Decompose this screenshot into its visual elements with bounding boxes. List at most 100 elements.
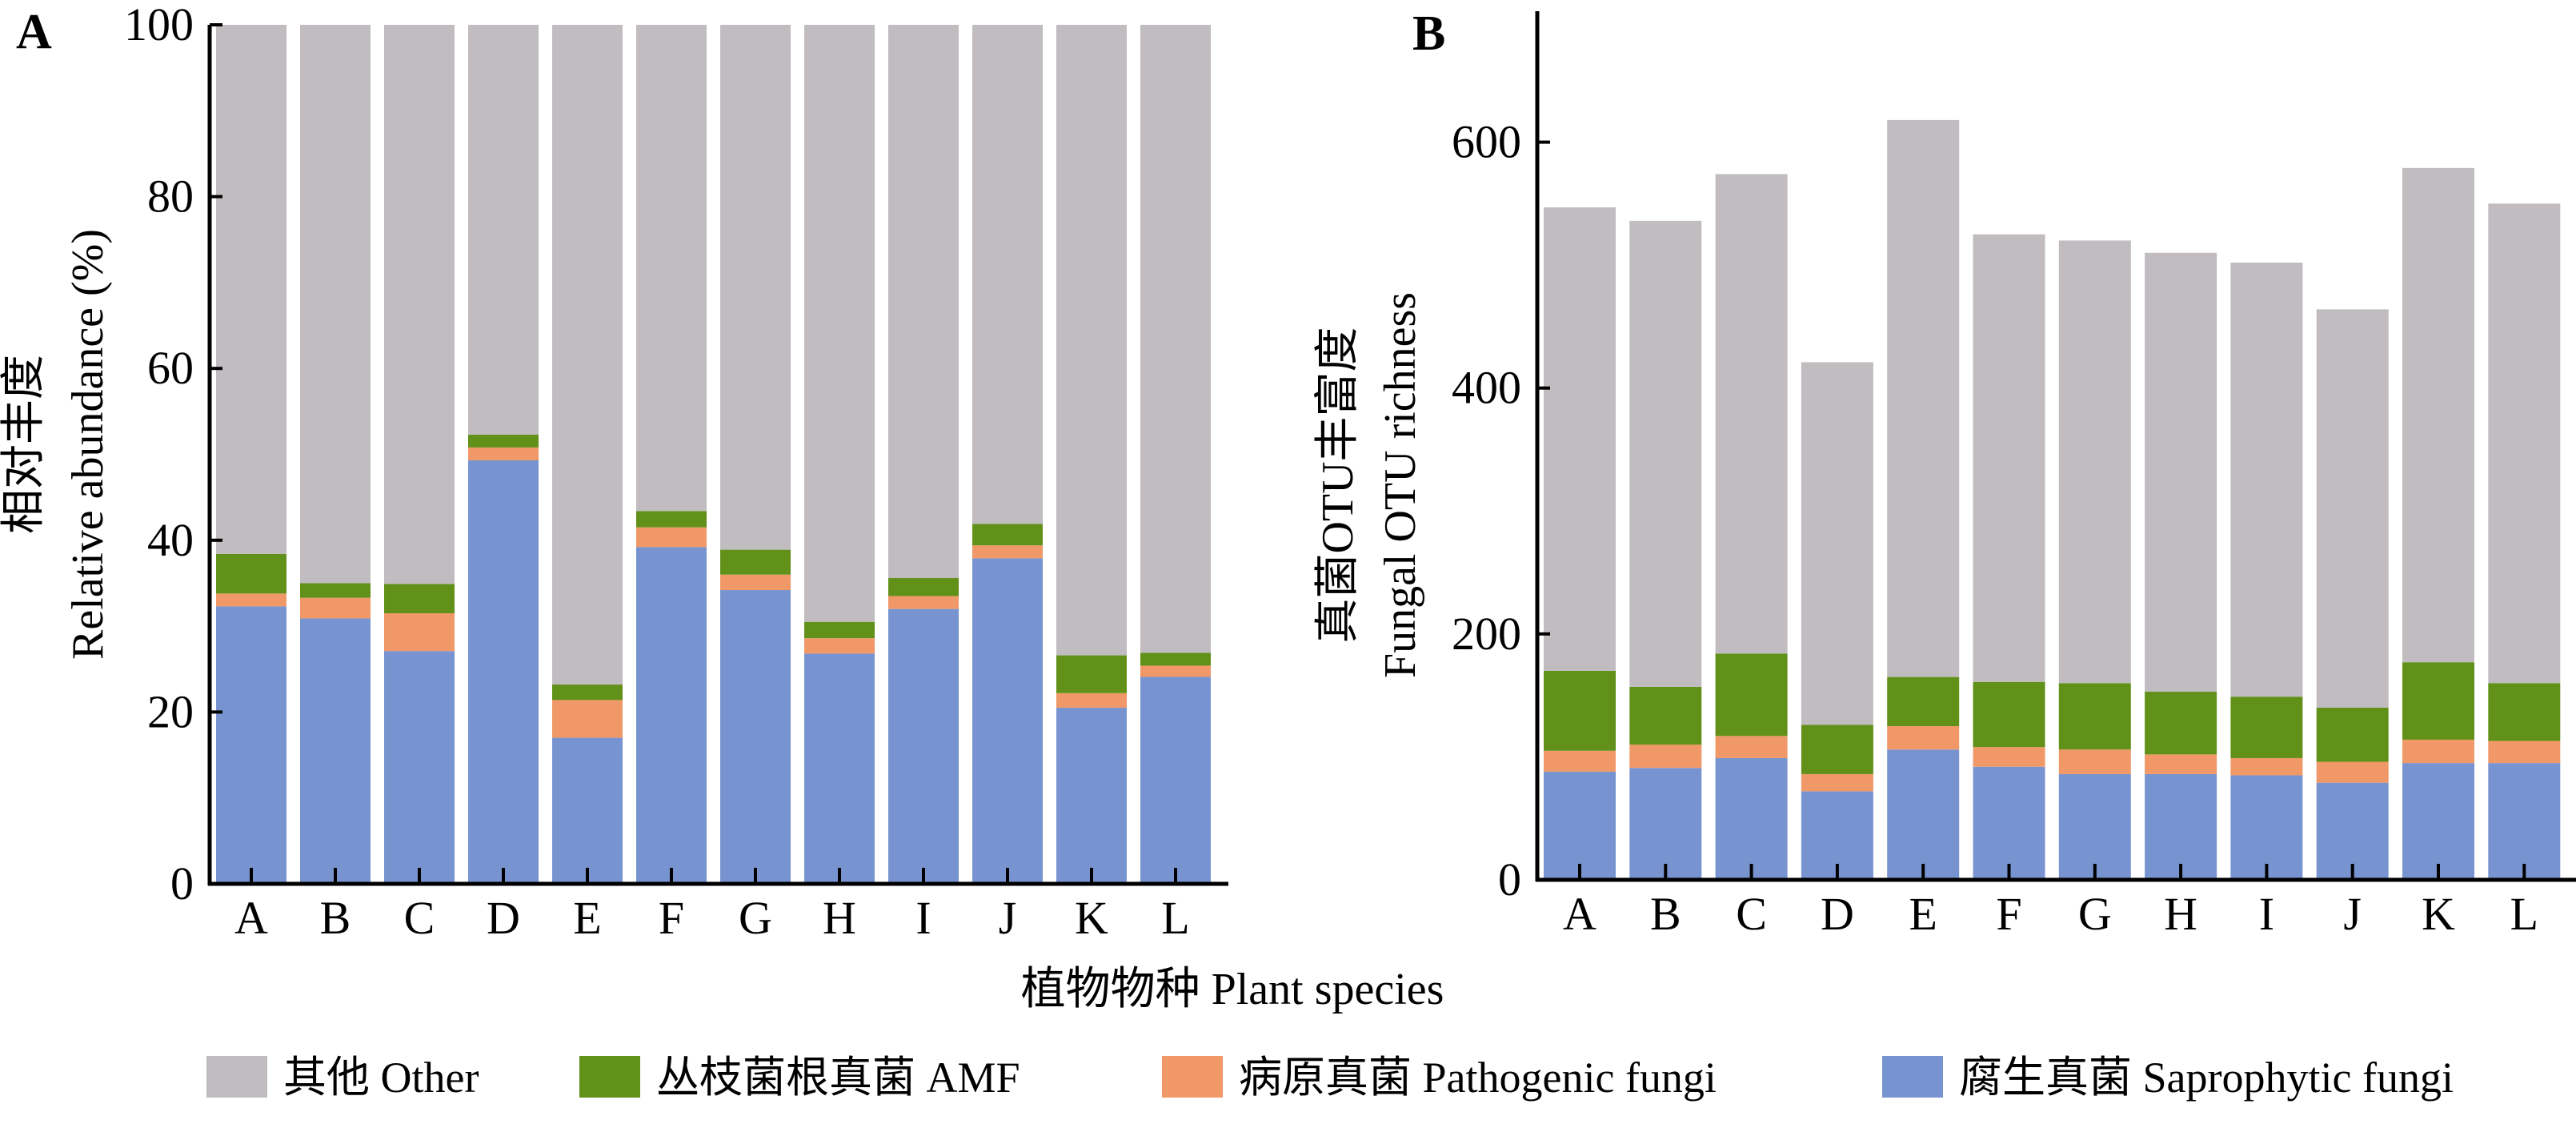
- bar-other-G: [720, 25, 791, 550]
- bar-other-L: [1140, 25, 1211, 653]
- x-tick-label: C: [1736, 888, 1767, 940]
- bar-other-L: [2488, 203, 2561, 684]
- bar-saprophytic-F: [1973, 766, 2045, 880]
- y-tick-label: 80: [147, 171, 194, 223]
- bar-pathogenic-F: [1973, 747, 2045, 767]
- bar-other-F: [636, 25, 707, 512]
- x-tick-label: G: [739, 892, 772, 944]
- bar-pathogenic-E: [552, 700, 623, 738]
- x-tick-label: D: [487, 892, 520, 944]
- x-tick-label: F: [1996, 888, 2021, 940]
- y-axis-title: Fungal OTU richness: [1376, 292, 1425, 678]
- bar-pathogenic-A: [1544, 750, 1616, 772]
- legend-swatch-pathogenic: [1162, 1056, 1223, 1098]
- bar-amf-A: [1544, 670, 1616, 751]
- bar-amf-G: [720, 549, 791, 575]
- bar-other-D: [1801, 362, 1873, 725]
- bar-other-I: [2230, 263, 2303, 697]
- bar-saprophytic-K: [1056, 708, 1127, 884]
- bar-saprophytic-K: [2402, 763, 2474, 880]
- panel-label: A: [16, 5, 52, 59]
- bar-pathogenic-K: [2402, 739, 2474, 764]
- bar-pathogenic-J: [972, 545, 1043, 559]
- bar-other-H: [804, 25, 875, 622]
- bar-other-A: [216, 25, 286, 554]
- x-tick-label: E: [1909, 888, 1937, 940]
- x-tick-label: E: [573, 892, 601, 944]
- y-tick-label: 20: [147, 685, 194, 737]
- legend-swatch-saprophytic: [1882, 1056, 1943, 1098]
- bar-amf-B: [1629, 686, 1702, 745]
- x-tick-label: H: [2164, 888, 2197, 940]
- y-axis-title: Relative abundance (%): [63, 229, 113, 660]
- legend-label-other: 其他 Other: [283, 1054, 479, 1102]
- bar-pathogenic-B: [1629, 745, 1702, 769]
- x-tick-label: H: [823, 892, 856, 944]
- bar-amf-B: [300, 583, 371, 598]
- bar-other-E: [552, 25, 623, 685]
- y-tick-label: 600: [1452, 116, 1521, 168]
- x-tick-label: K: [2422, 888, 2455, 940]
- y-axis-title-cn: 相对丰度: [0, 355, 49, 534]
- bar-pathogenic-H: [804, 638, 875, 654]
- bar-pathogenic-J: [2316, 761, 2389, 783]
- x-tick-label: L: [1161, 892, 1189, 944]
- bar-amf-A: [216, 553, 286, 594]
- x-tick-label: A: [234, 892, 268, 944]
- bar-other-H: [2145, 252, 2217, 692]
- bar-saprophytic-D: [468, 460, 539, 884]
- bar-pathogenic-H: [2145, 754, 2217, 774]
- bar-pathogenic-C: [384, 613, 455, 652]
- bar-other-G: [2058, 240, 2131, 684]
- x-tick-label: K: [1075, 892, 1108, 944]
- bar-saprophytic-I: [888, 608, 959, 884]
- bar-amf-F: [1973, 681, 2045, 748]
- x-tick-label: B: [320, 892, 351, 944]
- bar-saprophytic-G: [720, 590, 791, 884]
- bar-saprophytic-I: [2230, 775, 2303, 880]
- y-tick-label: 40: [147, 514, 194, 566]
- bar-pathogenic-G: [2058, 749, 2131, 774]
- bar-saprophytic-E: [1887, 749, 1960, 880]
- x-tick-label: C: [404, 892, 435, 944]
- bar-pathogenic-L: [2488, 741, 2561, 764]
- x-tick-label: I: [915, 892, 931, 944]
- bar-amf-I: [888, 578, 959, 596]
- bar-pathogenic-D: [1801, 773, 1873, 792]
- bar-saprophytic-A: [216, 606, 286, 884]
- y-tick-label: 400: [1452, 362, 1521, 414]
- x-tick-label: J: [999, 892, 1017, 944]
- bar-amf-E: [1887, 676, 1960, 727]
- bar-saprophytic-B: [1629, 768, 1702, 880]
- bar-saprophytic-C: [384, 651, 455, 884]
- x-tick-label: L: [2510, 888, 2538, 940]
- legend-label-saprophytic: 腐生真菌 Saprophytic fungi: [1959, 1054, 2454, 1102]
- y-tick-label: 0: [1498, 853, 1521, 905]
- y-tick-label: 200: [1452, 608, 1521, 660]
- bar-other-A: [1544, 207, 1616, 671]
- panel-label: B: [1412, 6, 1445, 61]
- bar-other-K: [1056, 25, 1127, 656]
- bar-other-J: [972, 25, 1043, 524]
- bar-other-C: [1715, 174, 1788, 654]
- bar-other-K: [2402, 167, 2474, 663]
- y-axis-title-cn: 真菌OTU丰富度: [1313, 327, 1363, 643]
- legend: 其他 Other 丛枝菌根真菌 AMF 病原真菌 Pathogenic fungi 腐…: [206, 1054, 2454, 1102]
- bar-amf-J: [972, 524, 1043, 546]
- chart-b-otu-richness: A B C D E F G H I J K L 0 200 400 600 真菌OTU丰富度 Fungal OTU…: [1313, 6, 2576, 940]
- bar-pathogenic-A: [216, 593, 286, 607]
- bar-amf-E: [552, 684, 623, 700]
- x-tick-label: F: [659, 892, 684, 944]
- x-tick-label: J: [2343, 888, 2362, 940]
- bar-saprophytic-J: [2316, 782, 2389, 880]
- bar-other-B: [300, 25, 371, 584]
- bar-pathogenic-I: [2230, 757, 2303, 776]
- bar-pathogenic-G: [720, 574, 791, 591]
- bar-pathogenic-F: [636, 527, 707, 548]
- bar-pathogenic-I: [888, 596, 959, 609]
- bar-amf-L: [1140, 652, 1211, 666]
- bar-amf-J: [2316, 708, 2389, 762]
- y-tick-label: 100: [124, 0, 194, 50]
- bar-pathogenic-B: [300, 597, 371, 619]
